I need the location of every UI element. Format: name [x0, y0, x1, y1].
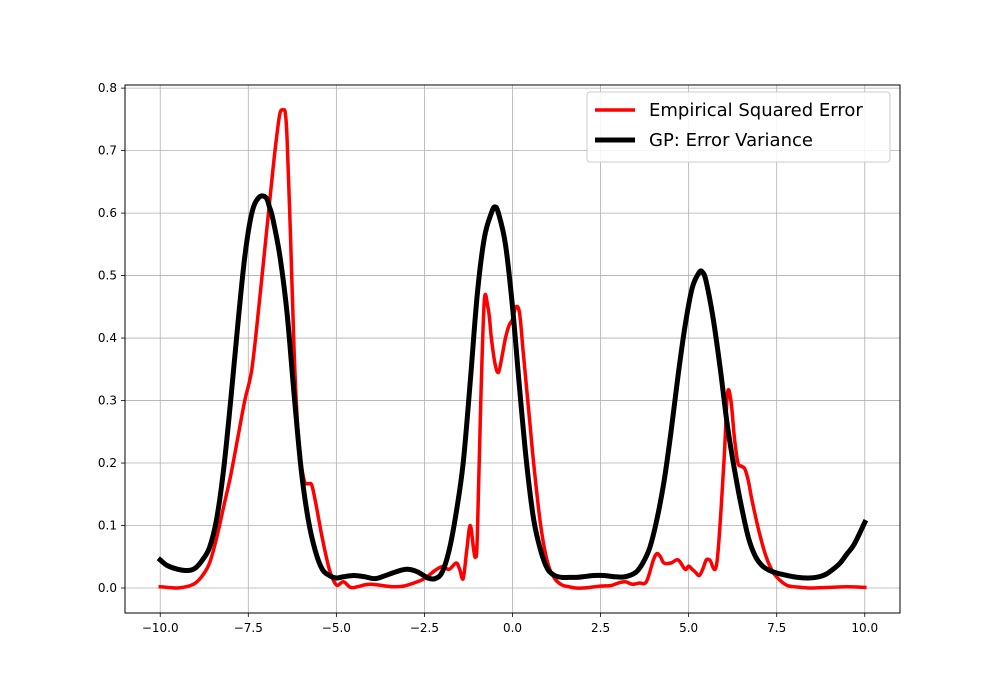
y-tick-label: 0.8 — [98, 81, 117, 95]
x-tick-label: −2.5 — [410, 621, 439, 635]
y-tick-label: 0.0 — [98, 581, 117, 595]
y-tick-label: 0.3 — [98, 394, 117, 408]
series-line-empirical-squared-error — [158, 108, 867, 590]
x-axis: −10.0 −7.5 −5.0 −2.5 0.0 2.5 5.0 7.5 10.0 — [142, 613, 878, 635]
y-tick-label: 0.4 — [98, 331, 117, 345]
y-tick-label: 0.2 — [98, 456, 117, 470]
x-tick-label: 2.5 — [591, 621, 610, 635]
y-tick-label: 0.7 — [98, 144, 117, 158]
y-axis: 0.0 0.1 0.2 0.3 0.4 0.5 0.6 0.7 0.8 — [98, 81, 125, 595]
y-tick-label: 0.1 — [98, 519, 117, 533]
legend-box — [586, 91, 891, 163]
series-line-gp-error-variance — [156, 193, 869, 582]
legend-entry-label: Empirical Squared Error — [649, 100, 863, 121]
x-tick-label: 5.0 — [679, 621, 698, 635]
x-tick-label: −10.0 — [142, 621, 179, 635]
y-tick-label: 0.5 — [98, 269, 117, 283]
grid — [125, 85, 900, 613]
y-tick-label: 0.6 — [98, 206, 117, 220]
x-tick-label: −5.0 — [322, 621, 351, 635]
x-tick-label: 10.0 — [851, 621, 878, 635]
series-lines — [156, 108, 869, 590]
x-tick-label: −7.5 — [234, 621, 263, 635]
legend-entry-label: GP: Error Variance — [649, 130, 813, 151]
legend: Empirical Squared Error GP: Error Varianc… — [586, 91, 891, 163]
x-tick-label: 7.5 — [767, 621, 786, 635]
x-tick-label: 0.0 — [503, 621, 522, 635]
